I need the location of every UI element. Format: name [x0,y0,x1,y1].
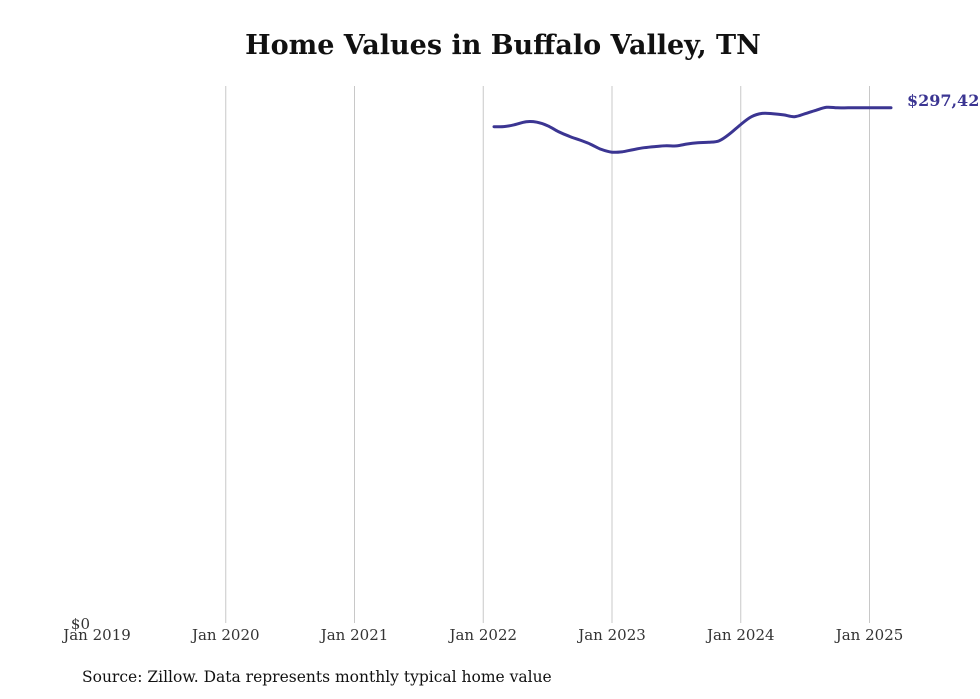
source-note: Source: Zillow. Data represents monthly … [82,668,552,686]
x-tick-label: Jan 2022 [447,626,517,644]
x-tick-label: Jan 2024 [705,626,775,644]
x-tick-label: Jan 2020 [190,626,260,644]
x-tick-label: Jan 2021 [319,626,389,644]
data-labels: $297,420 [907,91,980,110]
x-tick-label: Jan 2019 [61,626,131,644]
x-axis-ticks: Jan 2019 Jan 2020 Jan 2021 Jan 2022 Jan 2023… [61,626,903,644]
gridlines [225,86,870,623]
chart-title: Home Values in Buffalo Valley, TN [245,30,761,61]
y-tick-label: $0 [71,615,90,633]
series-line [492,105,893,154]
x-tick-label: Jan 2023 [576,626,646,644]
x-tick-label: Jan 2025 [834,626,904,644]
series-lines [492,105,893,154]
y-axis-ticks: $0 [71,615,90,633]
end-value-label: $297,420 [907,91,980,110]
